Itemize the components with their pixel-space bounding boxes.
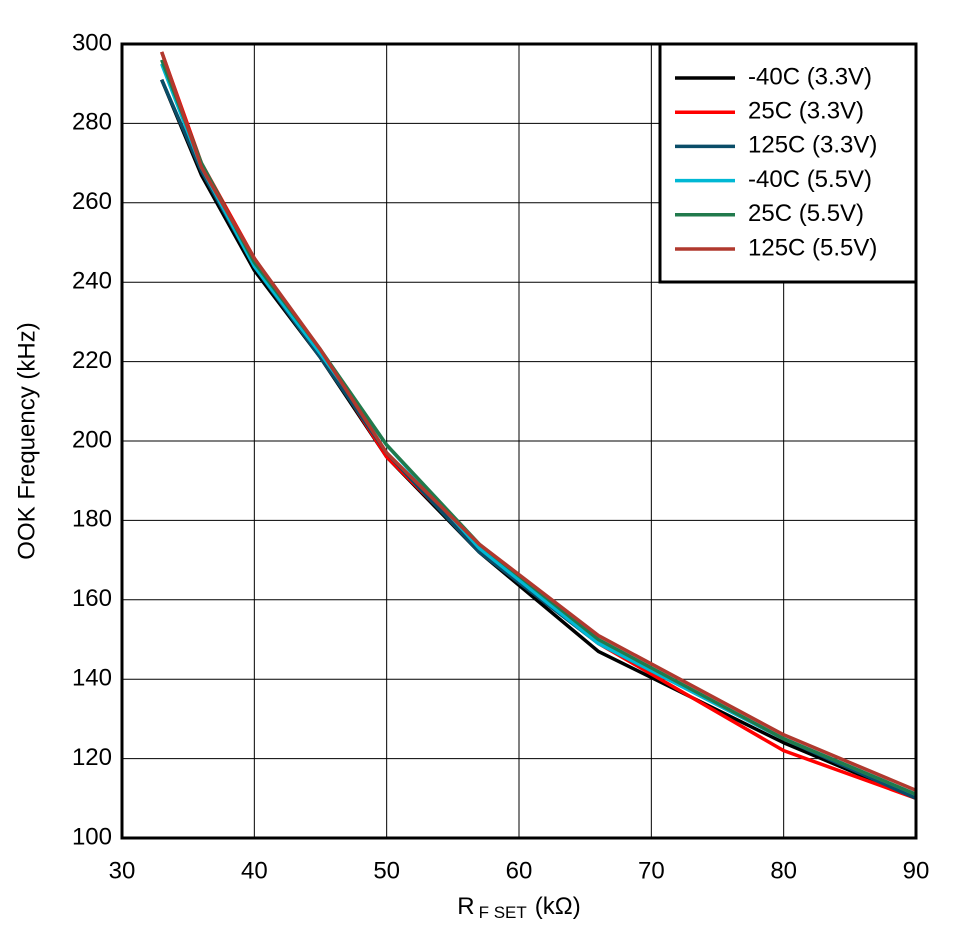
legend-label: -40C (3.3V) [748, 63, 872, 90]
y-tick-label: 300 [72, 29, 112, 56]
x-tick-label: 70 [638, 857, 665, 884]
x-tick-label: 90 [903, 857, 930, 884]
plot-frame [120, 42, 918, 840]
legend-label: -40C (5.5V) [748, 166, 872, 193]
y-axis-label: OOK Frequency (kHz) [13, 322, 40, 559]
x-tick-label: 80 [770, 857, 797, 884]
x-tick-label: 50 [373, 857, 400, 884]
x-axis-label: R F SET (kΩ) [457, 893, 580, 922]
x-tick-label: 60 [506, 857, 533, 884]
legend-box [658, 42, 918, 284]
legend-label: 25C (3.3V) [748, 98, 864, 125]
y-tick-label: 140 [72, 665, 112, 692]
x-label-main: R [457, 893, 474, 920]
x-label-unit: (kΩ) [535, 893, 581, 920]
y-tick-label: 180 [72, 506, 112, 533]
y-tick-label: 240 [72, 268, 112, 295]
legend-label: 25C (5.5V) [748, 200, 864, 227]
y-tick-label: 120 [72, 744, 112, 771]
y-tick-label: 160 [72, 585, 112, 612]
x-tick-label: 40 [241, 857, 268, 884]
y-tick-label: 280 [72, 109, 112, 136]
x-label-sub: F SET [479, 903, 527, 922]
x-tick-label: 30 [109, 857, 136, 884]
y-tick-label: 200 [72, 426, 112, 453]
legend-label: 125C (3.3V) [748, 132, 877, 159]
legend-label: 125C (5.5V) [748, 234, 877, 261]
series-line [160, 51, 917, 792]
y-tick-label: 220 [72, 347, 112, 374]
y-tick-label: 260 [72, 188, 112, 215]
y-tick-label: 100 [72, 823, 112, 850]
